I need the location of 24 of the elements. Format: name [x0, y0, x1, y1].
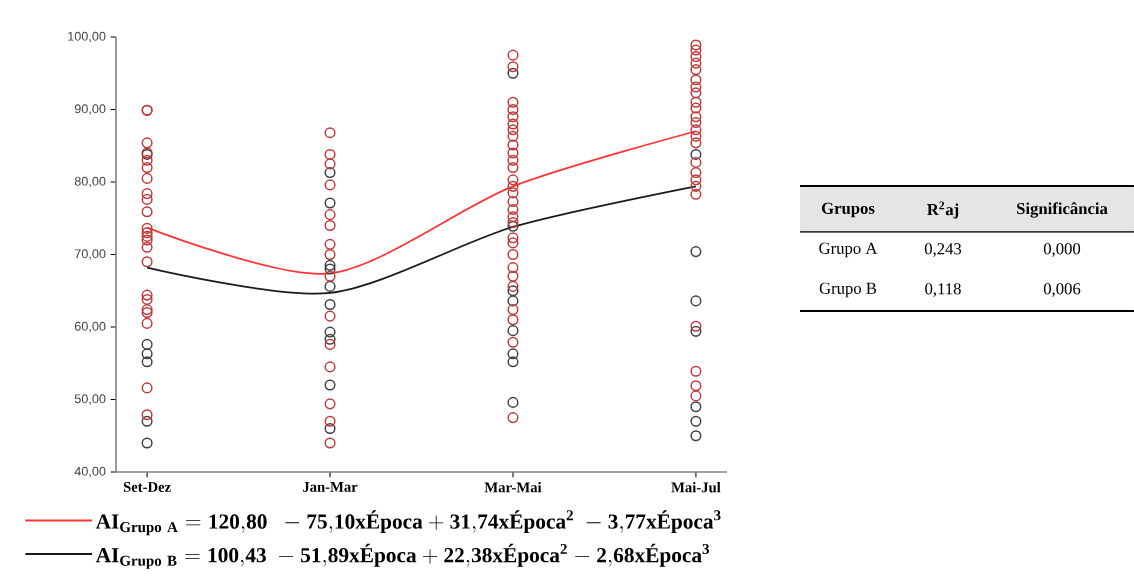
line-series: [146, 185, 697, 295]
y-tick-label: 50,00: [74, 394, 106, 405]
legend-label: $\mathbf{AI_{Grupo\ B} = 100{,}43\ - 51{,}89xÉpoca + 22{,}38xÉpoca^{2} - 2{,}68xÉpoca^{3}}$: [95, 543, 710, 569]
x-tick-label: Set-Dez: [123, 482, 171, 492]
y-tick-label: 40,00: [74, 466, 106, 478]
x-tick-label: Jan-Mar: [302, 482, 358, 492]
line-series: [146, 130, 697, 275]
y-tick-label: 90,00: [74, 104, 106, 115]
text: 0,243: [924, 243, 962, 257]
text: Grupo A: [819, 242, 878, 258]
y-tick-label: 80,00: [74, 176, 106, 188]
text: Grupos: [821, 202, 875, 218]
text: Significância: [1017, 202, 1108, 218]
x-tick-label: Mai-Jul: [671, 482, 721, 493]
y-tick-label: 100,00: [68, 31, 106, 43]
text: 0,118: [925, 283, 961, 297]
text: 0,000: [1043, 243, 1081, 257]
text: 0,006: [1043, 283, 1081, 297]
y-tick-label: 60,00: [74, 321, 106, 333]
x-tick-label: Mar-Mai: [484, 482, 542, 493]
text: R$^{2}$aj: [927, 201, 959, 219]
y-tick-label: 70,00: [74, 249, 106, 260]
legend-label: $\mathbf{AI_{Grupo\ A} = 120{,}80\ \ -75{,}10xÉpoca + 31{,}74xÉpoca^{2}\ -3{,}77xÉpoca^{3}}$: [95, 510, 721, 536]
text: Grupo B: [819, 282, 877, 298]
